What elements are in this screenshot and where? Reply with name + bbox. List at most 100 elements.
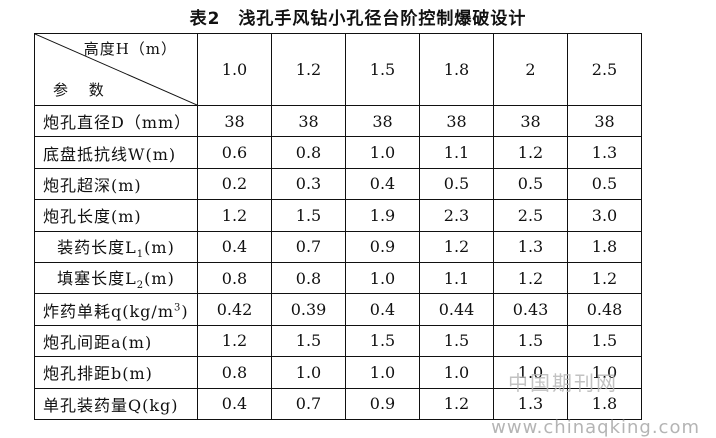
table-cell: 0.5 <box>493 167 568 201</box>
table-cell: 0.42 <box>197 293 272 326</box>
column-header: 1.5 <box>345 33 420 106</box>
row-label: 填塞长度L2(m) <box>34 261 198 295</box>
table-cell: 1.5 <box>567 324 642 358</box>
column-header: 1.8 <box>419 33 494 106</box>
column-header: 2 <box>493 33 568 106</box>
table-cell: 0.4 <box>197 387 272 420</box>
table-row: 填塞长度L2(m) 0.8 0.8 1.0 1.1 1.2 1.2 <box>34 261 642 295</box>
row-label: 炮孔间距a(m) <box>34 324 198 358</box>
table-cell: 38 <box>567 104 642 138</box>
header-row: 高度H（m） 参 数 1.0 1.2 1.5 1.8 2 2.5 <box>34 33 642 106</box>
table-row: 底盘抵抗线W(m) 0.6 0.8 1.0 1.1 1.2 1.3 <box>34 136 642 169</box>
table-cell: 0.8 <box>197 356 272 389</box>
table-cell: 1.8 <box>567 387 642 420</box>
table-cell: 0.48 <box>567 293 642 326</box>
table-cell: 0.5 <box>567 167 642 201</box>
table-cell: 0.44 <box>419 293 494 326</box>
table-cell: 1.1 <box>419 261 494 295</box>
table-cell: 0.3 <box>271 167 346 201</box>
table-row: 炮孔长度(m) 1.2 1.5 1.9 2.3 2.5 3.0 <box>34 199 642 232</box>
table-cell: 1.5 <box>345 324 420 358</box>
table-row: 炮孔排距b(m) 0.8 1.0 1.0 1.0 1.0 1.0 <box>34 356 642 389</box>
table-cell: 2.3 <box>419 199 494 232</box>
table-cell: 0.6 <box>197 136 272 169</box>
corner-bottom-label: 参 数 <box>53 81 112 99</box>
table-cell: 1.2 <box>419 387 494 420</box>
table-cell: 0.7 <box>271 387 346 420</box>
table-row: 炸药单耗q(kg/m3) 0.42 0.39 0.4 0.44 0.43 0.48 <box>34 293 642 326</box>
table-cell: 0.8 <box>271 136 346 169</box>
table-cell: 1.2 <box>567 261 642 295</box>
table-cell: 0.8 <box>271 261 346 295</box>
table-cell: 1.2 <box>493 261 568 295</box>
table-cell: 1.0 <box>271 356 346 389</box>
table-cell: 0.4 <box>197 230 272 263</box>
table-cell: 1.5 <box>271 199 346 232</box>
table-cell: 38 <box>345 104 420 138</box>
table-cell: 0.7 <box>271 230 346 263</box>
row-label-superscript: 3 <box>174 302 182 314</box>
diagonal-divider <box>35 34 197 105</box>
watermark-cn: 中国期刊网 <box>508 371 618 395</box>
table-cell: 1.1 <box>419 136 494 169</box>
row-label: 炮孔超深(m) <box>34 167 198 201</box>
table-cell: 3.0 <box>567 199 642 232</box>
table-cell: 1.9 <box>345 199 420 232</box>
table-cell: 0.4 <box>345 167 420 201</box>
column-header: 1.0 <box>197 33 272 106</box>
corner-top-label: 高度H（m） <box>83 40 177 58</box>
row-label: 装药长度L1(m) <box>34 230 198 263</box>
row-label: 炮孔长度(m) <box>34 199 198 232</box>
corner-header-cell: 高度H（m） 参 数 <box>34 33 198 106</box>
table-cell: 1.0 <box>345 136 420 169</box>
table-row: 炮孔直径D（mm） 38 38 38 38 38 38 <box>34 104 642 138</box>
table-cell: 1.3 <box>493 387 568 420</box>
watermark-url: www.chinaqking.com <box>491 417 700 438</box>
table-cell: 1.5 <box>493 324 568 358</box>
table-cell: 0.8 <box>197 261 272 295</box>
table-cell: 1.8 <box>567 230 642 263</box>
table-cell: 38 <box>493 104 568 138</box>
table-cell: 38 <box>197 104 272 138</box>
row-label-subscript: 1 <box>136 248 145 260</box>
table-row: 单孔装药量Q(kg) 0.4 0.7 0.9 1.2 1.3 1.8 <box>34 387 642 420</box>
table-cell: 1.0 <box>567 356 642 389</box>
table-row: 装药长度L1(m) 0.4 0.7 0.9 1.2 1.3 1.8 <box>34 230 642 263</box>
row-label-subscript: 2 <box>136 280 145 292</box>
table-body: 炮孔直径D（mm） 38 38 38 38 38 38 底盘抵抗线W(m) 0.6 0.8 1.0 1… <box>34 104 642 420</box>
table-cell: 38 <box>419 104 494 138</box>
table-cell: 2.5 <box>493 199 568 232</box>
table-cell: 1.2 <box>197 199 272 232</box>
table-cell: 1.2 <box>197 324 272 358</box>
table-row: 炮孔间距a(m) 1.2 1.5 1.5 1.5 1.5 1.5 <box>34 324 642 358</box>
row-label: 炮孔直径D（mm） <box>34 104 198 138</box>
row-label: 单孔装药量Q(kg) <box>34 387 198 420</box>
table-cell: 0.9 <box>345 230 420 263</box>
row-label-main: 装药长度L <box>57 237 137 257</box>
row-label: 炮孔排距b(m) <box>34 356 198 389</box>
table-cell: 0.5 <box>419 167 494 201</box>
table-cell: 1.0 <box>345 261 420 295</box>
row-label: 炸药单耗q(kg/m3) <box>34 293 198 326</box>
table-cell: 1.2 <box>493 136 568 169</box>
table-cell: 0.39 <box>271 293 346 326</box>
table-cell: 0.4 <box>345 293 420 326</box>
row-label: 底盘抵抗线W(m) <box>34 136 198 169</box>
blasting-design-table: 高度H（m） 参 数 1.0 1.2 1.5 1.8 2 2.5 炮孔直径D（m… <box>34 33 642 420</box>
table-cell: 1.3 <box>567 136 642 169</box>
table-cell: 1.0 <box>345 356 420 389</box>
table-row: 炮孔超深(m) 0.2 0.3 0.4 0.5 0.5 0.5 <box>34 167 642 201</box>
row-label-unit: (m) <box>144 269 175 289</box>
row-label-unit: ) <box>181 301 189 321</box>
row-label-main: 填塞长度L <box>57 269 137 289</box>
row-label-unit: (m) <box>144 237 175 257</box>
table-cell: 1.5 <box>271 324 346 358</box>
table-cell: 0.43 <box>493 293 568 326</box>
table-cell: 0.2 <box>197 167 272 201</box>
table-cell: 1.2 <box>419 230 494 263</box>
column-header: 1.2 <box>271 33 346 106</box>
table-cell: 0.9 <box>345 387 420 420</box>
table-title: 表2 浅孔手风钻小孔径台阶控制爆破设计 <box>189 9 527 29</box>
row-label-main: 炸药单耗q(kg/m <box>43 301 174 321</box>
table-cell: 1.3 <box>493 230 568 263</box>
